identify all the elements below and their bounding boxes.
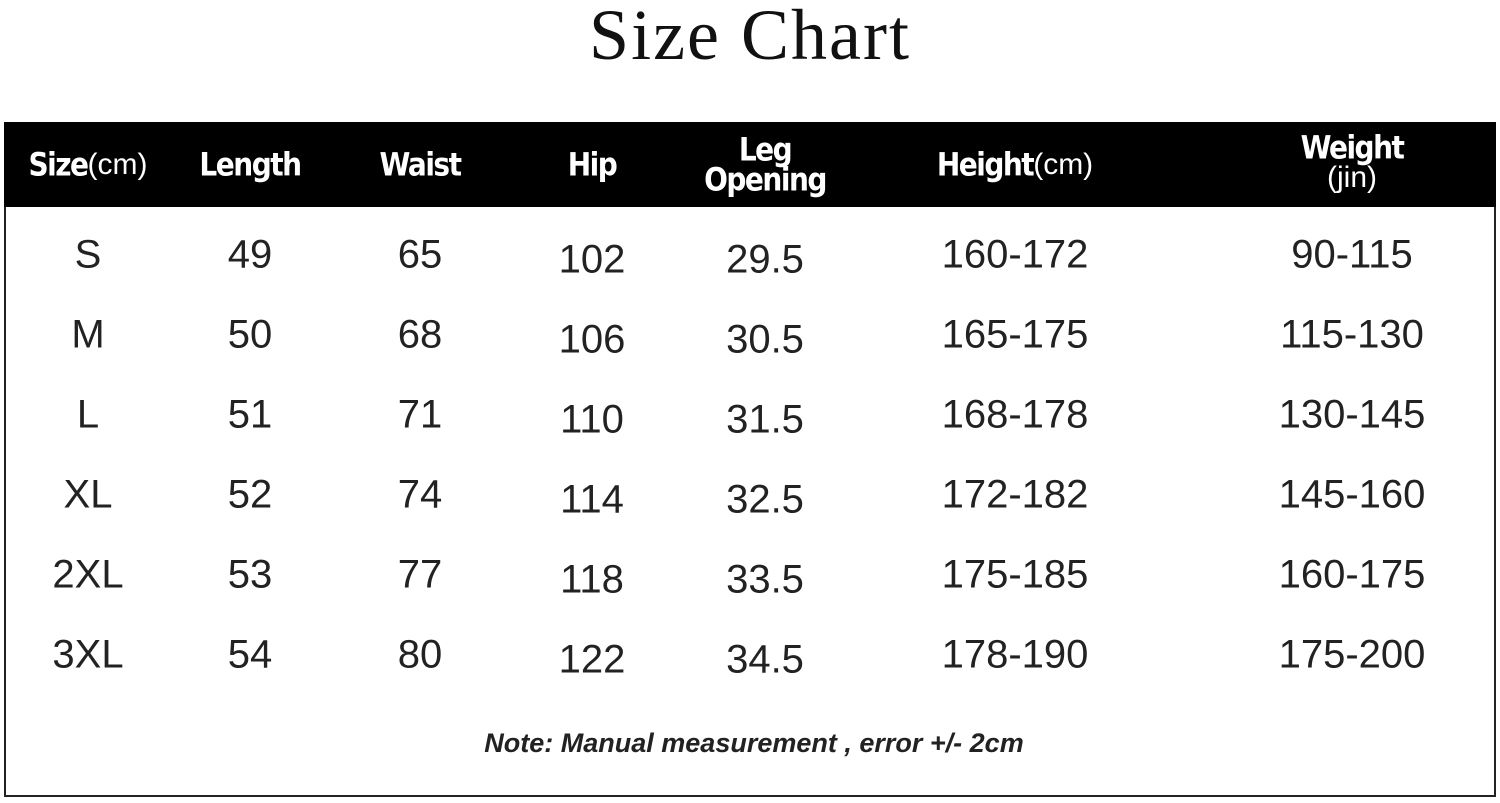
header-text: Leg Opening — [700, 133, 830, 195]
table-cell: 3XL — [52, 632, 124, 677]
header-unit: (jin) — [1327, 160, 1377, 194]
header-cell: Leg Opening — [700, 122, 830, 207]
header-cell: Hip — [567, 122, 618, 207]
table-cell: 145-160 — [1278, 472, 1426, 517]
table-cell: 114 — [560, 477, 624, 522]
table-cell: 172-182 — [941, 472, 1089, 517]
table-cell: 32.5 — [726, 477, 804, 522]
table-cell: 175-200 — [1278, 632, 1426, 677]
table-cell: 80 — [397, 632, 443, 677]
table-cell: 118 — [560, 557, 624, 602]
header-text: Waist — [379, 144, 462, 183]
table-cell: 29.5 — [726, 237, 804, 282]
header-label: Size — [28, 144, 89, 183]
table-cell: M — [71, 312, 105, 357]
table-cell: 102 — [558, 237, 626, 282]
header-unit: (cm) — [1033, 147, 1094, 181]
table-cell: S — [74, 232, 102, 277]
table-cell: 77 — [397, 552, 443, 597]
table-cell: 178-190 — [941, 632, 1089, 677]
header-cell: Waist — [379, 122, 462, 207]
table-cell: 71 — [397, 392, 443, 437]
header-text: Weight(jin) — [1278, 127, 1426, 195]
table-cell: 33.5 — [726, 557, 804, 602]
header-text: Length — [199, 144, 302, 183]
table-cell: 2XL — [52, 552, 124, 597]
table-cell: 31.5 — [726, 397, 804, 442]
header-text: Size(cm) — [28, 148, 147, 182]
table-cell: 115-130 — [1280, 312, 1424, 357]
header-text: Hip — [567, 144, 618, 183]
table-cell: 68 — [397, 312, 443, 357]
header-label: Hip — [567, 144, 618, 183]
table-cell: 49 — [227, 232, 273, 277]
table-frame — [4, 122, 1496, 797]
header-label: Waist — [379, 144, 462, 183]
table-cell: 65 — [397, 232, 443, 277]
table-cell: 50 — [227, 312, 273, 357]
header-label: Height — [936, 144, 1035, 183]
header-label: Leg Opening — [704, 130, 827, 198]
table-cell: 53 — [227, 552, 273, 597]
header-cell: Weight(jin) — [1278, 122, 1426, 207]
table-cell: 74 — [397, 472, 443, 517]
table-cell: 30.5 — [726, 317, 804, 362]
table-cell: 106 — [558, 317, 626, 362]
header-label: Weight — [1300, 127, 1405, 166]
title: Size Chart — [589, 0, 911, 75]
header-cell: Size(cm) — [28, 122, 147, 207]
table-cell: 130-145 — [1278, 392, 1426, 437]
table-cell: 175-185 — [941, 552, 1089, 597]
header-unit: (cm) — [87, 147, 148, 181]
table-cell: 110 — [560, 397, 624, 442]
header-cell: Length — [199, 122, 302, 207]
header-text: Height(cm) — [937, 148, 1093, 182]
table-cell: 90-115 — [1291, 232, 1413, 277]
table-cell: 51 — [227, 392, 273, 437]
header-cell: Height(cm) — [937, 122, 1093, 207]
table-cell: XL — [63, 472, 113, 517]
table-cell: 160-172 — [941, 232, 1089, 277]
note: Note: Manual measurement , error +/- 2cm — [484, 728, 1024, 758]
table-cell: L — [76, 392, 100, 437]
table-cell: 168-178 — [941, 392, 1089, 437]
header-label: Length — [199, 144, 302, 183]
table-cell: 54 — [227, 632, 273, 677]
header-band — [4, 122, 1496, 207]
table-cell: 52 — [227, 472, 273, 517]
table-cell: 165-175 — [941, 312, 1089, 357]
table-cell: 34.5 — [726, 637, 804, 682]
table-cell: 122 — [558, 637, 626, 682]
table-cell: 160-175 — [1278, 552, 1426, 597]
